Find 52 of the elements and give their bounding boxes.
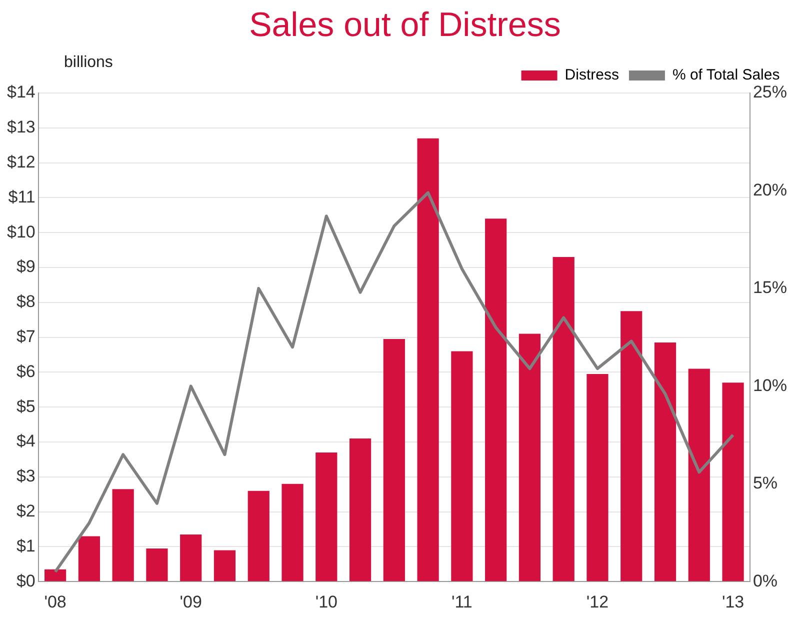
bar xyxy=(417,138,439,582)
y2-tick-label: 0% xyxy=(752,571,778,590)
bar xyxy=(485,218,507,582)
bar xyxy=(316,452,338,582)
y2-tick-label: 20% xyxy=(752,180,788,200)
y-axis-title: billions xyxy=(64,54,113,72)
y-tick-label: $0 xyxy=(16,571,36,590)
bar xyxy=(518,334,541,582)
bar xyxy=(383,339,405,582)
x-tick-label: '10 xyxy=(315,592,338,612)
y-tick-label: $8 xyxy=(16,292,36,312)
bar xyxy=(688,368,710,582)
bar xyxy=(552,257,574,582)
y-tick-label: $4 xyxy=(16,432,36,451)
bar xyxy=(112,489,134,582)
y-tick-label: $13 xyxy=(6,118,36,137)
legend-label: Distress xyxy=(564,66,619,84)
y-tick-label: $14 xyxy=(6,82,36,102)
y-tick-label: $5 xyxy=(16,396,36,416)
y-tick-label: $11 xyxy=(8,187,36,206)
y-tick-label: $6 xyxy=(16,362,36,381)
x-tick-label: '09 xyxy=(180,592,202,612)
y2-tick-label: 15% xyxy=(752,278,788,298)
y2-tick-label: 5% xyxy=(752,474,778,493)
bar xyxy=(180,534,202,582)
y-tick-label: $3 xyxy=(16,466,36,486)
bar xyxy=(620,311,642,582)
bar xyxy=(282,484,304,582)
bar xyxy=(586,374,608,582)
y-tick-label: $12 xyxy=(6,152,36,172)
y-tick-label: $9 xyxy=(16,257,36,276)
x-tick-label: '12 xyxy=(586,592,609,612)
bar xyxy=(78,536,100,582)
y-tick-label: $10 xyxy=(6,222,36,242)
bar xyxy=(214,550,236,582)
bar xyxy=(451,351,473,582)
y-tick-label: $1 xyxy=(16,536,36,556)
x-tick-label: '08 xyxy=(44,592,66,612)
chart-title: Sales out of Distress xyxy=(248,6,562,46)
legend-label: % of Total Sales xyxy=(672,66,780,84)
bar xyxy=(349,438,372,582)
bar xyxy=(722,382,744,582)
x-tick-label: '13 xyxy=(722,592,744,612)
bar xyxy=(146,548,168,582)
y2-tick-label: 10% xyxy=(752,376,788,395)
x-tick-label: '11 xyxy=(451,592,472,612)
bar xyxy=(654,342,676,582)
y-tick-label: $2 xyxy=(16,501,36,520)
y-tick-label: $7 xyxy=(16,326,36,346)
bar xyxy=(248,490,270,582)
bar xyxy=(44,569,66,582)
y2-tick-label: 25% xyxy=(752,82,788,102)
